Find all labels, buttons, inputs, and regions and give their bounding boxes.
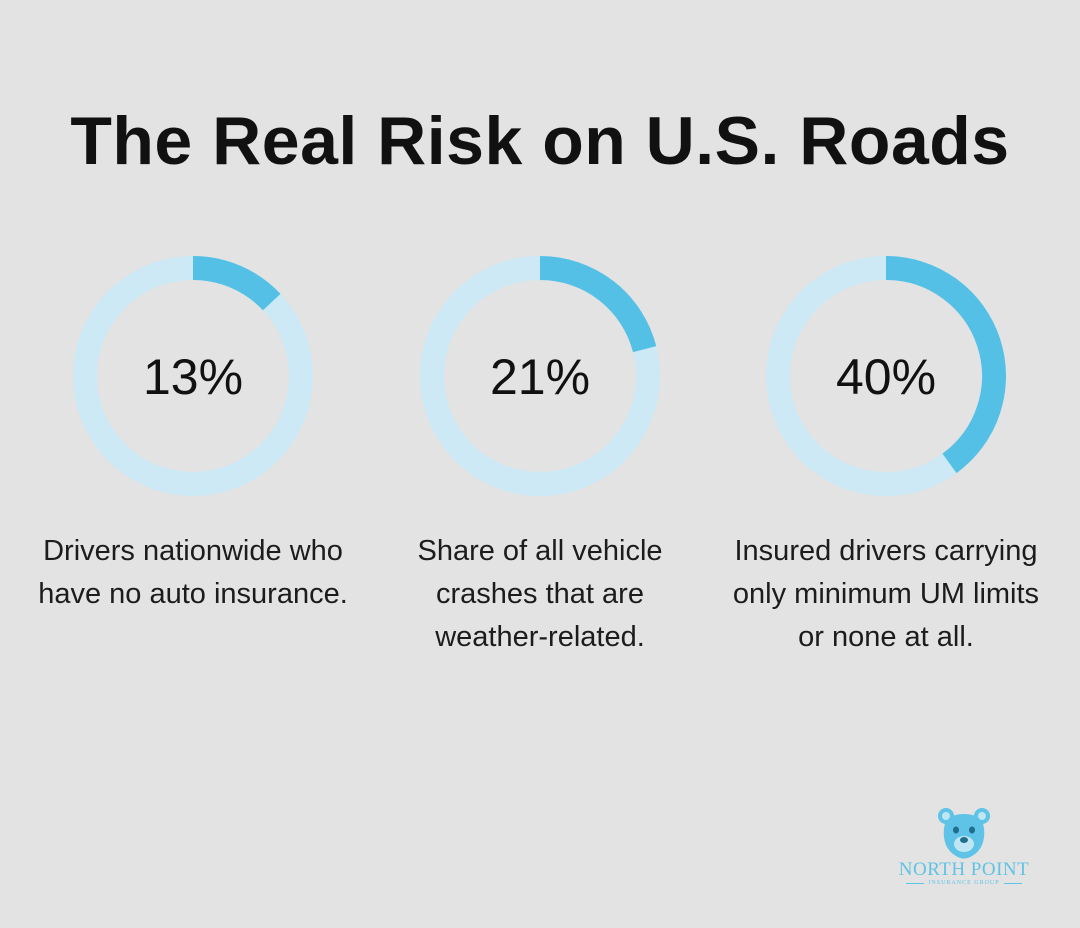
logo-rule-left xyxy=(906,882,925,884)
donut-arc-2 xyxy=(539,256,657,353)
donut-arc-3 xyxy=(885,256,1006,474)
logo-name: NORTH POINT xyxy=(898,859,1030,880)
logo-rule-right xyxy=(1003,882,1022,884)
donut-value-2: 21% xyxy=(490,349,590,405)
logo-tagline: INSURANCE GROUP xyxy=(928,880,1000,886)
stat-card-3: 40% Insured drivers carrying only minimu… xyxy=(726,256,1046,659)
donut-value-3: 40% xyxy=(836,349,936,405)
logo-tagline-row: INSURANCE GROUP xyxy=(884,880,1044,886)
donut-chart-1: 13% xyxy=(73,256,313,496)
bear-icon xyxy=(938,808,990,859)
donut-chart-2: 21% xyxy=(420,256,660,496)
donut-chart-3: 40% xyxy=(766,256,1006,496)
brand-logo: NORTH POINT INSURANCE GROUP xyxy=(884,804,1044,894)
stat-card-2: 21% Share of all vehicle crashes that ar… xyxy=(380,256,700,659)
stat-caption-2: Share of all vehicle crashes that are we… xyxy=(417,535,663,653)
stat-caption-1: Drivers nationwide who have no auto insu… xyxy=(38,535,348,610)
donut-value-1: 13% xyxy=(143,349,243,405)
stat-card-1: 13% Drivers nationwide who have no auto … xyxy=(33,256,353,616)
donut-arc-1 xyxy=(192,256,281,311)
page-title: The Real Risk on U.S. Roads xyxy=(70,103,1010,179)
stat-caption-3: Insured drivers carrying only minimum UM… xyxy=(732,535,1040,653)
